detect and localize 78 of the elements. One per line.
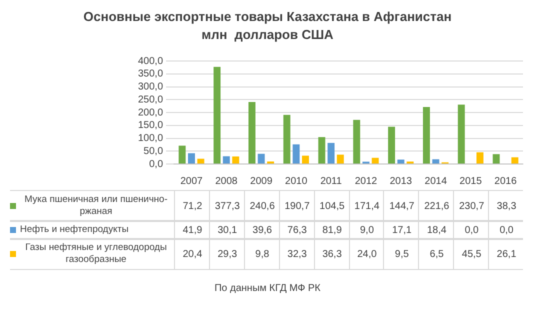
bar: [328, 142, 335, 164]
bar: [214, 66, 221, 164]
y-tick-label: 50,0: [144, 146, 164, 157]
bar: [353, 120, 360, 164]
data-label: 81,9: [314, 221, 350, 239]
data-label: 144,7: [383, 191, 420, 221]
legend-label: Газы нефтяные и углеводороды газообразные: [24, 242, 168, 266]
y-tick-label: 100,0: [138, 133, 164, 144]
data-label: 36,3: [314, 239, 350, 269]
data-label: 32,3: [278, 239, 315, 269]
data-label: 38,3: [488, 191, 524, 221]
data-label: 39,6: [244, 221, 280, 239]
x-tick-label: 2011: [320, 176, 342, 187]
bar: [476, 152, 484, 164]
x-tick-label: 2016: [494, 176, 518, 187]
data-label: 17,1: [383, 221, 420, 239]
data-label: 104,5: [314, 191, 350, 221]
bar: [318, 137, 326, 164]
data-label: 171,4: [348, 191, 384, 221]
bar: [292, 144, 300, 164]
data-label: 6,5: [418, 239, 454, 269]
x-tick-label: 2010: [285, 176, 308, 187]
x-tick-label: 2013: [390, 176, 412, 187]
x-tick-label: 2015: [460, 176, 482, 187]
x-tick-label: 2007: [180, 176, 204, 187]
bar: [283, 114, 290, 164]
x-tick-label: 2008: [215, 176, 238, 187]
data-label: 0,0: [453, 221, 490, 239]
data-label: 9,5: [383, 239, 420, 269]
text: По данным КГД МФ РК: [213, 283, 322, 294]
bar: [336, 154, 344, 164]
bar: [397, 160, 404, 164]
y-tick-label: 250,0: [138, 94, 164, 106]
y-tick-label: 0,0: [149, 158, 164, 170]
bar: [188, 153, 195, 164]
data-label: 230,7: [453, 191, 490, 221]
data-label: 9,0: [348, 221, 384, 239]
x-tick-label: 2014: [424, 176, 448, 187]
data-label: 45,5: [453, 239, 490, 269]
bar: [458, 104, 465, 164]
y-tick-label: 400,0: [138, 56, 164, 67]
y-tick-label: 350,0: [138, 68, 164, 80]
data-label: 221,6: [418, 191, 454, 221]
data-label: 240,6: [244, 191, 280, 221]
x-tick-label: 2009: [250, 176, 273, 187]
data-label: 76,3: [278, 221, 315, 239]
x-tick-label: 2012: [354, 176, 378, 187]
legend-label: Мука пшеничная или пшенично-ржаная: [24, 194, 168, 218]
bar: [248, 102, 256, 164]
bar: [388, 126, 396, 164]
bar: [372, 158, 379, 164]
data-label: 377,3: [208, 191, 245, 221]
bar: [492, 154, 500, 164]
y-tick-label: 300,0: [138, 82, 164, 92]
bar: [302, 156, 309, 164]
bar: [232, 156, 240, 164]
chart-subtitle: млн долларов США: [200, 26, 334, 44]
bar: [197, 158, 204, 164]
data-label: 24,0: [348, 239, 384, 269]
bar: [511, 157, 518, 164]
bar: [178, 146, 186, 164]
data-label: 190,7: [278, 191, 315, 221]
data-label: 26,1: [488, 239, 524, 269]
bar: [222, 156, 230, 164]
data-label: 71,2: [174, 191, 210, 221]
bar: [422, 106, 430, 164]
data-label: 29,3: [208, 239, 245, 269]
data-label: 0,0: [488, 221, 524, 239]
y-tick-label: 200,0: [138, 107, 164, 118]
data-label: 41,9: [174, 221, 210, 239]
data-label: 9,8: [244, 239, 280, 269]
data-label: 18,4: [418, 221, 454, 239]
data-label: 30,1: [208, 221, 245, 239]
bar: [258, 154, 265, 164]
y-tick-label: 150,0: [138, 120, 164, 132]
chart-title: Основные экспортные товары Казахстана в Афганистан: [82, 8, 453, 26]
data-label: 20,4: [174, 239, 210, 269]
legend-label: Нефть и нефтепродукты: [20, 224, 129, 236]
